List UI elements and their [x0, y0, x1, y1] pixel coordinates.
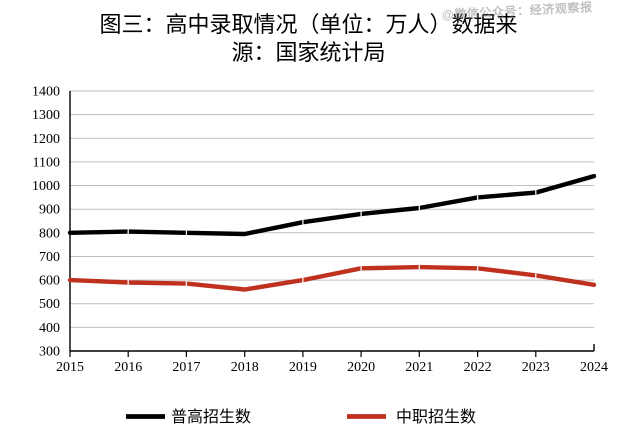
- svg-text:800: 800: [39, 226, 60, 241]
- svg-text:1400: 1400: [32, 85, 60, 100]
- svg-text:400: 400: [39, 321, 60, 336]
- svg-text:2015: 2015: [56, 360, 84, 375]
- svg-text:2018: 2018: [231, 360, 259, 375]
- svg-text:700: 700: [39, 250, 60, 265]
- svg-text:2023: 2023: [522, 360, 550, 375]
- svg-text:中职招生数: 中职招生数: [396, 408, 476, 426]
- svg-text:1100: 1100: [33, 155, 60, 170]
- svg-text:1300: 1300: [32, 108, 60, 123]
- svg-text:2019: 2019: [289, 360, 317, 375]
- svg-text:2021: 2021: [405, 360, 433, 375]
- svg-text:900: 900: [39, 203, 60, 218]
- svg-text:2017: 2017: [172, 360, 200, 375]
- svg-text:1200: 1200: [32, 132, 60, 147]
- svg-text:普高招生数: 普高招生数: [171, 408, 251, 426]
- svg-text:2024: 2024: [580, 360, 608, 375]
- svg-text:1000: 1000: [32, 179, 60, 194]
- svg-text:300: 300: [39, 345, 60, 360]
- svg-text:2022: 2022: [464, 360, 492, 375]
- svg-text:500: 500: [39, 297, 60, 312]
- svg-text:600: 600: [39, 274, 60, 289]
- svg-text:2020: 2020: [347, 360, 375, 375]
- svg-text:2016: 2016: [114, 360, 142, 375]
